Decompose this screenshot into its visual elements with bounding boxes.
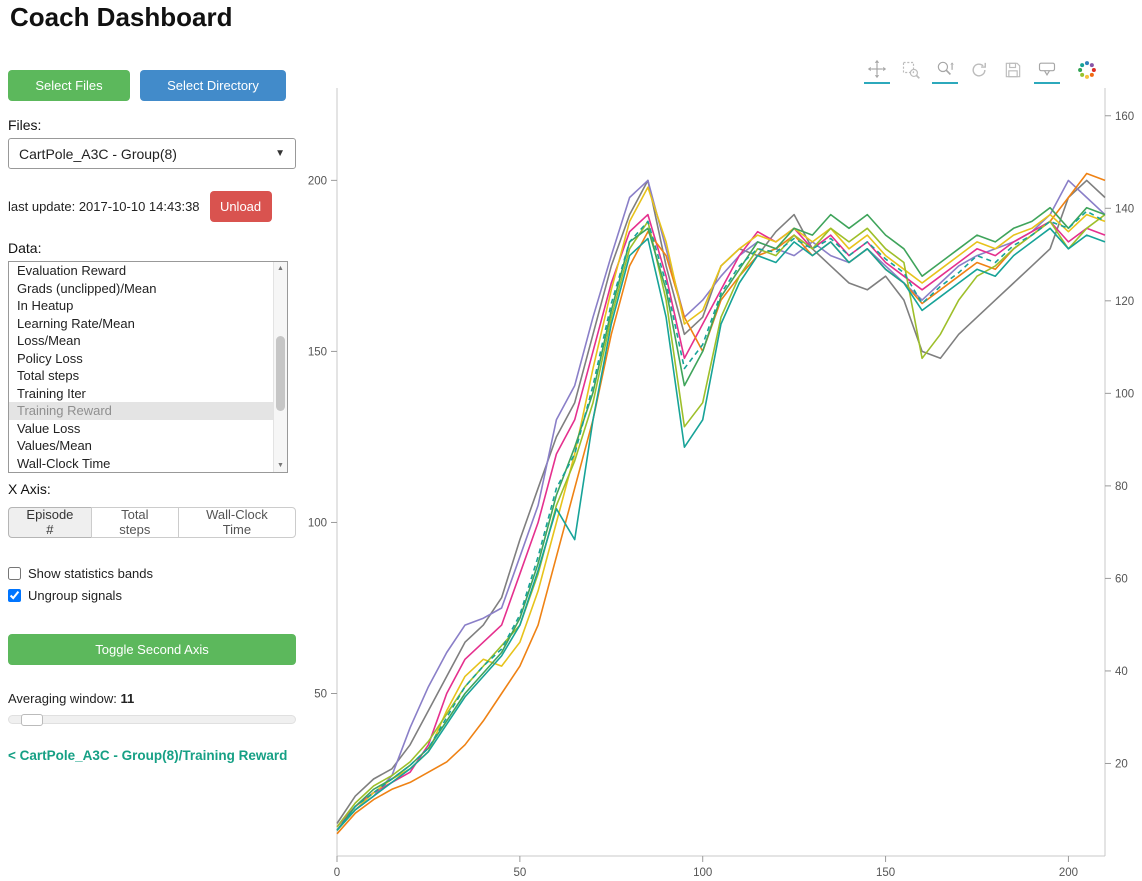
x-axis-option-total-steps[interactable]: Total steps [90, 506, 179, 538]
list-item[interactable]: Policy Loss [17, 350, 83, 366]
svg-text:100: 100 [1115, 388, 1134, 400]
x-axis-button-group: Episode # Total steps Wall-Clock Time [8, 506, 296, 538]
wheel-zoom-icon[interactable] [932, 58, 958, 84]
scroll-up-icon[interactable]: ▲ [277, 265, 284, 272]
x-axis-label: X Axis: [8, 481, 51, 497]
ungroup-signals-label: Ungroup signals [28, 587, 122, 603]
list-item[interactable]: Evaluation Reward [17, 263, 127, 278]
series-line-purple [336, 179, 1106, 831]
svg-text:20: 20 [1115, 758, 1128, 770]
svg-text:40: 40 [1115, 666, 1128, 678]
training-reward-chart[interactable]: 50 100 150 200 20 40 60 80 100 120 140 160 0 50 100 150… [305, 50, 1142, 881]
list-item[interactable]: Wall-Clock Time [17, 455, 111, 471]
series-line-yellow [336, 186, 1106, 831]
svg-text:50: 50 [314, 689, 327, 701]
pan-icon[interactable] [864, 58, 890, 84]
reset-icon[interactable] [966, 58, 992, 84]
svg-text:150: 150 [308, 346, 327, 358]
list-item[interactable]: In Heatup [17, 298, 74, 313]
unload-button[interactable]: Unload [209, 191, 272, 222]
series-line-teal-dashed [336, 210, 1106, 831]
select-files-button[interactable]: Select Files [8, 70, 130, 101]
svg-text:100: 100 [308, 517, 327, 529]
list-item[interactable]: Values/Mean [17, 438, 92, 453]
x-axis-option-episode-[interactable]: Episode # [8, 506, 92, 538]
x-axis-option-wall-clock-time[interactable]: Wall-Clock Time [177, 506, 296, 538]
svg-text:50: 50 [513, 867, 526, 879]
show-statistics-bands-checkbox[interactable] [8, 566, 21, 580]
last-update-text: last update: 2017-10-10 14:43:38 [8, 199, 200, 214]
select-directory-button[interactable]: Select Directory [140, 70, 286, 101]
box-zoom-icon[interactable] [898, 58, 924, 84]
data-label: Data: [8, 240, 42, 256]
list-item[interactable]: Loss/Mean [17, 333, 81, 348]
averaging-window-label: Averaging window: [8, 690, 117, 706]
svg-text:200: 200 [308, 175, 327, 187]
list-item[interactable]: Training Reward [9, 402, 287, 420]
data-listbox[interactable]: Evaluation Reward Grads (unclipped)/Mean I… [8, 261, 288, 473]
files-select-value: CartPole_A3C - Group(8) [19, 145, 177, 162]
series-line-orange [336, 172, 1106, 835]
hover-icon[interactable] [1034, 58, 1060, 84]
sidebar: Select Files Select Directory Files: Car… [8, 70, 296, 763]
svg-text:120: 120 [1115, 296, 1134, 308]
svg-text:100: 100 [693, 867, 712, 879]
chart-area: 50 100 150 200 20 40 60 80 100 120 140 160 0 50 100 150… [305, 50, 1142, 881]
scrollbar-thumb[interactable] [276, 335, 285, 412]
list-item[interactable]: Training Iter [17, 385, 86, 401]
files-label: Files: [8, 117, 42, 133]
list-item[interactable]: Grads (unclipped)/Mean [17, 280, 157, 296]
bokeh-logo-icon[interactable] [1074, 58, 1100, 84]
svg-text:0: 0 [334, 867, 340, 879]
series-line-green [336, 206, 1106, 831]
svg-text:140: 140 [1115, 203, 1134, 215]
series-line-teal [336, 227, 1106, 831]
page-title: Coach Dashboard [10, 2, 233, 32]
breadcrumb[interactable]: < CartPole_A3C - Group(8)/Training Rewar… [8, 747, 288, 763]
files-select[interactable]: CartPole_A3C - Group(8) ▼ [8, 138, 296, 169]
series-line-yellow-green [336, 213, 1106, 828]
svg-text:80: 80 [1115, 481, 1128, 493]
averaging-window-value: 11 [120, 690, 135, 706]
svg-text:150: 150 [876, 867, 895, 879]
ungroup-signals-row[interactable]: Ungroup signals [8, 588, 296, 603]
list-item[interactable]: Learning Rate/Mean [17, 315, 135, 331]
list-item[interactable]: Value Loss [17, 420, 81, 436]
show-statistics-bands-row[interactable]: Show statistics bands [8, 566, 296, 581]
ungroup-signals-checkbox[interactable] [8, 588, 21, 602]
scroll-down-icon[interactable]: ▼ [277, 462, 284, 469]
toggle-second-axis-button[interactable]: Toggle Second Axis [8, 633, 296, 665]
listbox-scrollbar[interactable]: ▲ ▼ [273, 262, 287, 472]
svg-text:200: 200 [1059, 867, 1078, 879]
averaging-window-slider[interactable] [8, 713, 296, 726]
save-icon[interactable] [1000, 58, 1026, 84]
slider-thumb[interactable] [21, 713, 43, 726]
list-item[interactable]: Total steps [17, 368, 80, 383]
plot-toolbar [864, 58, 1100, 84]
svg-text:160: 160 [1115, 111, 1134, 123]
series-line-magenta [336, 213, 1106, 828]
caret-down-icon: ▼ [275, 148, 285, 159]
show-statistics-bands-label: Show statistics bands [28, 565, 154, 581]
svg-text:60: 60 [1115, 573, 1128, 585]
